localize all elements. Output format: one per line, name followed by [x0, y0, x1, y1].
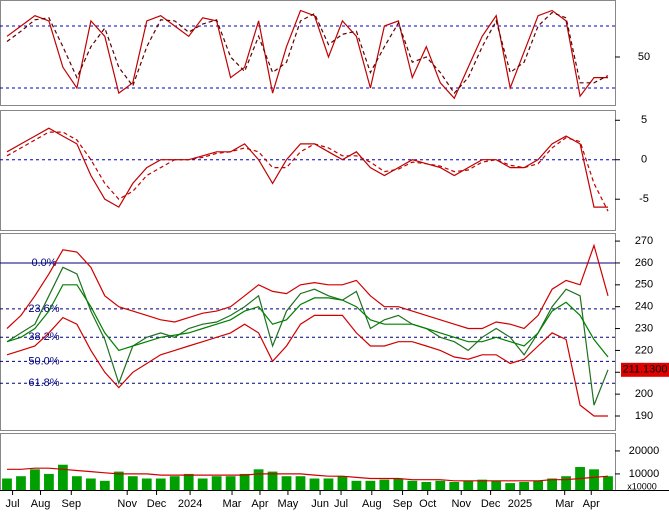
volume-bar	[295, 476, 306, 490]
volume-bar	[393, 478, 404, 490]
volume-bar	[30, 469, 40, 490]
volume-ma	[7, 467, 609, 482]
fib-label: 0.0%	[31, 257, 56, 269]
volume-bar	[253, 469, 264, 490]
volume-bar	[58, 464, 68, 490]
last-price-box	[621, 362, 669, 377]
volume-bar	[379, 479, 390, 490]
volume-bar	[421, 481, 432, 490]
series-line	[6, 11, 609, 95]
volume-bar	[309, 478, 320, 490]
x-tick-label: Dec	[481, 498, 501, 510]
x-tick-label: Sep	[393, 498, 413, 510]
volume-bar	[337, 476, 348, 490]
volume-bar	[239, 473, 250, 490]
volume-bar	[533, 480, 544, 490]
fib-label: 50.0%	[28, 355, 59, 367]
series-line	[6, 284, 609, 358]
x-tick-label: Jun	[311, 498, 329, 510]
volume-bar	[225, 476, 236, 490]
x-tick-label: Dec	[147, 498, 167, 510]
volume-bar	[113, 471, 124, 490]
volume-bar	[449, 481, 460, 490]
volume-bar	[127, 476, 138, 490]
x-tick-label: Jul	[6, 498, 20, 510]
volume-bar	[407, 480, 418, 490]
volume-bar	[169, 476, 180, 490]
volume-bar	[16, 476, 26, 490]
unit-label: x10000	[627, 481, 657, 491]
volume-bar	[547, 478, 557, 490]
x-tick-label: Mar	[223, 498, 242, 510]
x-tick-label: Jul	[334, 498, 348, 510]
series-line	[6, 243, 609, 330]
volume-bar	[141, 478, 152, 490]
series-line	[6, 131, 609, 212]
series-line	[6, 9, 608, 100]
y-tick-label: -5	[639, 193, 649, 205]
volume-bar	[477, 479, 488, 490]
x-tick-label: Nov	[451, 498, 471, 510]
volume-bar	[365, 480, 376, 490]
x-tick-label: May	[278, 498, 299, 510]
volume-bar	[491, 480, 502, 490]
volume-bar	[85, 478, 96, 490]
y-tick-label: 5	[641, 114, 647, 126]
x-tick-label: Aug	[362, 498, 382, 510]
volume-bar	[561, 476, 571, 490]
volume-bar	[2, 478, 12, 490]
x-tick-label: Apr	[583, 498, 600, 510]
y-tick-label: 240	[635, 301, 653, 313]
y-tick-label: 190	[635, 410, 653, 422]
volume-bar	[281, 476, 292, 490]
x-tick-label: Nov	[117, 498, 137, 510]
series-line	[6, 127, 608, 208]
x-tick-label: Mar	[555, 498, 574, 510]
x-tick-label: Oct	[419, 498, 436, 510]
y-tick-label: 50	[638, 51, 650, 63]
x-tick-label: 2025	[508, 498, 532, 510]
y-tick-label: 230	[635, 322, 653, 334]
panel-frame	[0, 110, 616, 231]
y-tick-label: 200	[635, 388, 653, 400]
fib-label: 61.8%	[28, 377, 59, 389]
volume-bar	[267, 471, 278, 490]
volume-bar	[44, 473, 54, 490]
x-tick-label: Aug	[31, 498, 51, 510]
y-tick-label: 0	[641, 154, 647, 166]
volume-bar	[505, 483, 516, 490]
panel-frame	[0, 233, 616, 431]
series-line	[6, 266, 609, 406]
volume-bar	[351, 480, 362, 490]
series-line	[6, 314, 608, 417]
panel-frame	[0, 0, 616, 106]
volume-bar	[99, 480, 110, 490]
volume-bar	[589, 469, 599, 490]
volume-bar	[183, 473, 194, 490]
volume-bar	[211, 476, 222, 490]
volume-bar	[519, 481, 530, 490]
y-tick-label: 10000	[629, 468, 660, 480]
y-tick-label: 260	[635, 257, 653, 269]
volume-bar	[435, 480, 446, 490]
y-tick-label: 20000	[629, 445, 660, 457]
x-tick-label: 2024	[178, 498, 202, 510]
last-price-label: 211.1300	[622, 364, 667, 376]
x-tick-label: Apr	[251, 498, 268, 510]
volume-bar	[197, 478, 208, 490]
y-tick-label: 250	[635, 279, 653, 291]
y-tick-label: 220	[635, 344, 653, 356]
volume-bar	[71, 476, 82, 490]
y-tick-label: 270	[635, 235, 653, 247]
volume-bar	[603, 476, 613, 490]
x-tick-label: Sep	[61, 498, 81, 510]
volume-bar	[323, 478, 334, 490]
volume-bar	[463, 480, 474, 490]
volume-bar	[155, 478, 166, 490]
